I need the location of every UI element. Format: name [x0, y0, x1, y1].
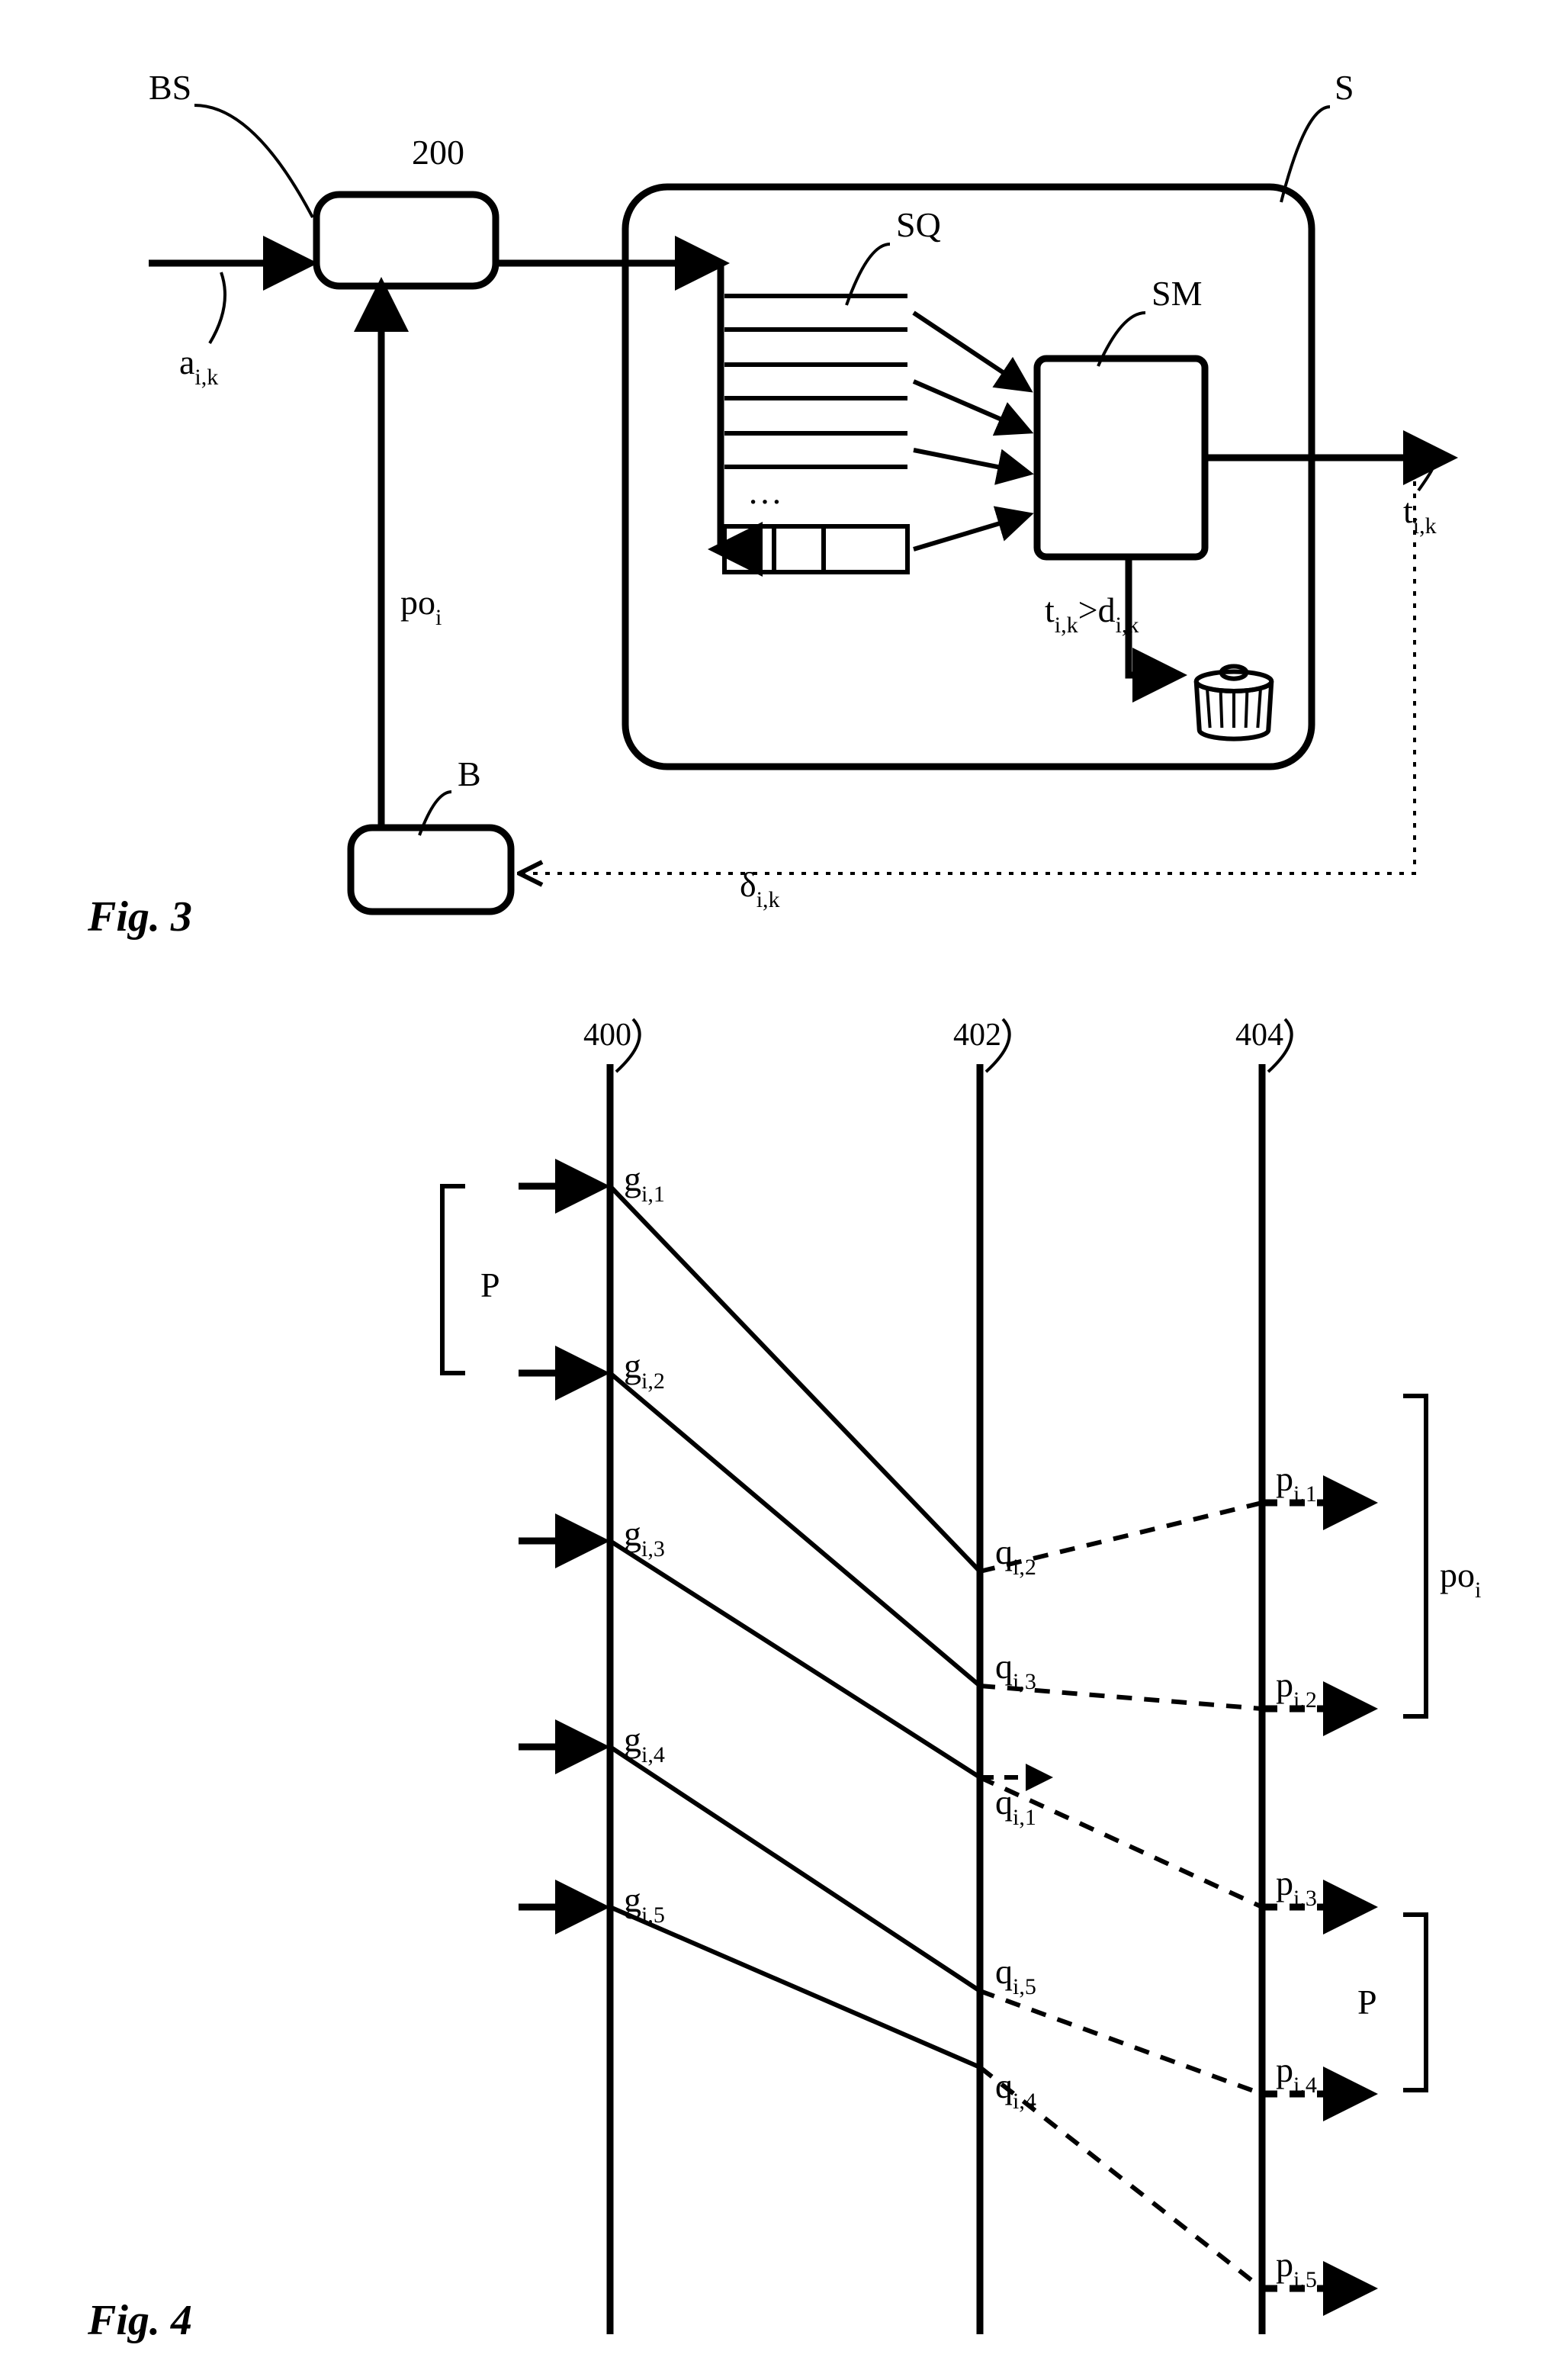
- label-po-i: poi: [400, 583, 442, 630]
- arrow-feedback: [522, 469, 1415, 873]
- svg-text:400: 400: [583, 1018, 631, 1053]
- label-delta-ik: δi,k: [740, 865, 780, 912]
- label-q-1: qi,1: [995, 1783, 1036, 1830]
- label-P-left: P: [480, 1266, 500, 1304]
- arrow-s-internal: [717, 263, 721, 549]
- label-g-1: gi,1: [624, 1159, 665, 1207]
- block-sm: [1037, 359, 1205, 557]
- line-q5-p4: [980, 1991, 1262, 2094]
- label-a-ik: ai,k: [179, 343, 218, 390]
- line-g5-q4: [610, 1907, 980, 2067]
- label-S: S: [1335, 68, 1354, 107]
- line-q1-p3: [980, 1777, 1262, 1907]
- figure-4-label: Fig. 4: [88, 2296, 192, 2345]
- bracket-P-left: [442, 1186, 465, 1373]
- label-SM: SM: [1152, 274, 1202, 313]
- block-s: [625, 187, 1312, 767]
- label-BS: BS: [149, 68, 191, 107]
- label-q-2: qi,2: [995, 1533, 1036, 1580]
- leader-a-ik: [210, 272, 225, 343]
- label-t-ik: ti,k: [1403, 491, 1437, 539]
- queue-to-sm-arrow: [914, 381, 1028, 431]
- figure-3-label: Fig. 3: [88, 892, 192, 941]
- label-p-2: pi,2: [1276, 1665, 1317, 1713]
- leader-line: [194, 105, 313, 217]
- figure-canvas: … BS 200 S SQ SM ai,k poi Bδi,k ti,k>di,k ti,k 400…: [0, 0, 1545, 2380]
- line-g2-q3: [610, 1373, 980, 1686]
- svg-text:404: 404: [1235, 1018, 1283, 1053]
- label-po-right: poi: [1440, 1555, 1481, 1603]
- queue-row: [724, 526, 907, 572]
- block-bs: [316, 195, 496, 286]
- bracket-P-right: [1403, 1915, 1426, 2090]
- queue-ellipsis: …: [747, 472, 782, 511]
- label-q-5: qi,5: [995, 1952, 1036, 1999]
- label-B: B: [458, 754, 481, 793]
- label-p-3: pi,3: [1276, 1864, 1317, 1911]
- line-g4-q5: [610, 1747, 980, 1991]
- svg-text:402: 402: [953, 1018, 1001, 1053]
- line-g1-q2: [610, 1186, 980, 1571]
- queue-to-sm-arrow: [914, 515, 1028, 549]
- label-p-1: pi,1: [1276, 1459, 1317, 1507]
- block-b: [351, 828, 511, 912]
- queue-to-sm-arrow: [914, 313, 1028, 389]
- line-q3-p2: [980, 1686, 1262, 1709]
- label-p-5: pi,5: [1276, 2245, 1317, 2292]
- label-200: 200: [412, 133, 464, 172]
- queue-to-sm-arrow: [914, 450, 1028, 473]
- label-tik-gt-dik: ti,k>di,k: [1045, 590, 1139, 638]
- label-p-4: pi,4: [1276, 2050, 1317, 2098]
- figure-3: … BS 200 S SQ SM ai,k poi Bδi,k ti,k>di,k ti,k: [149, 68, 1449, 912]
- bracket-po: [1403, 1396, 1426, 1716]
- figure-4: 400402404gi,1gi,2gi,3gi,4gi,5qi,1qi,2qi,…: [442, 1018, 1481, 2334]
- label-P-right: P: [1357, 1983, 1377, 2021]
- line-g3-q1: [610, 1541, 980, 1777]
- label-SQ: SQ: [896, 205, 941, 244]
- label-g-2: gi,2: [624, 1346, 665, 1394]
